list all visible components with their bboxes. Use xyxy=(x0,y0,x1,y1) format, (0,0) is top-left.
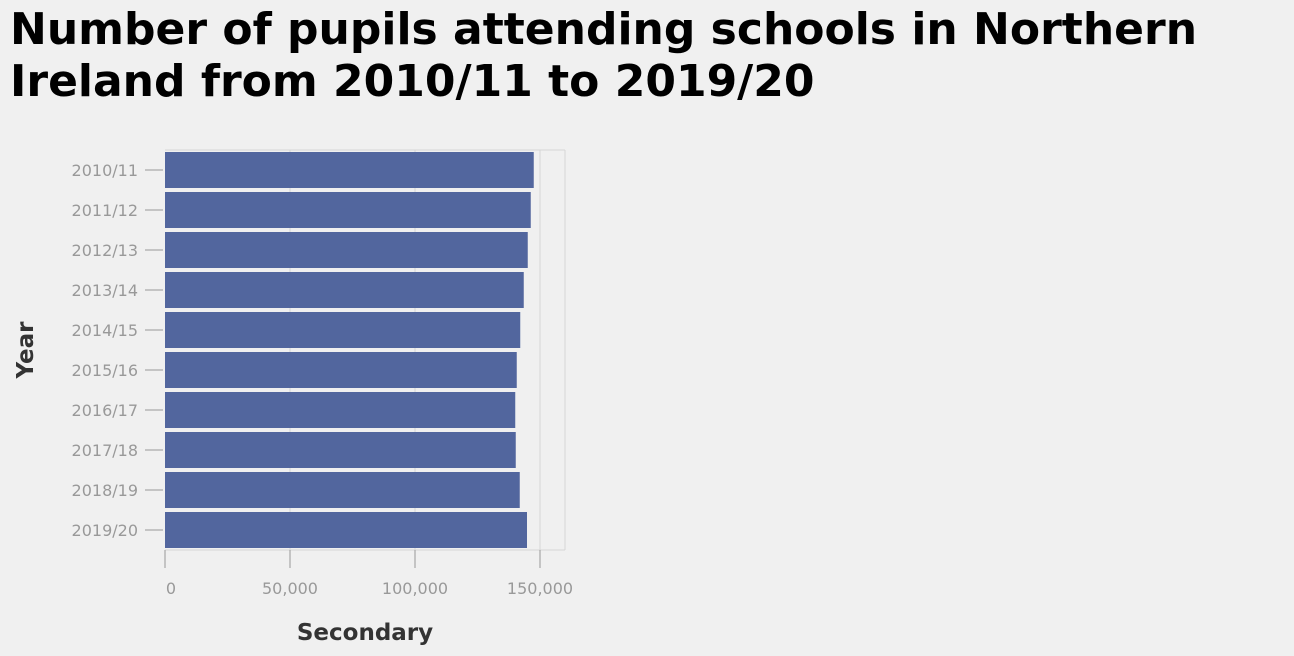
y-tick-label: 2013/14 xyxy=(72,281,138,300)
bar xyxy=(165,392,516,428)
y-tick-label: 2019/20 xyxy=(72,521,138,540)
x-tick-label: 50,000 xyxy=(262,579,318,598)
bar xyxy=(165,312,521,348)
y-tick-label: 2012/13 xyxy=(72,241,138,260)
bar xyxy=(165,432,516,468)
bar xyxy=(165,232,528,268)
y-tick-label: 2014/15 xyxy=(72,321,138,340)
y-tick-label: 2018/19 xyxy=(72,481,138,500)
bar xyxy=(165,352,517,388)
bar xyxy=(165,512,527,548)
bar xyxy=(165,272,524,308)
x-tick-label: 150,000 xyxy=(507,579,573,598)
bars xyxy=(165,152,534,548)
bar xyxy=(165,152,534,188)
x-tick-label: 100,000 xyxy=(382,579,448,598)
y-tick-label: 2017/18 xyxy=(72,441,138,460)
y-tick-label: 2011/12 xyxy=(72,201,138,220)
bar xyxy=(165,192,531,228)
bar xyxy=(165,472,520,508)
y-axis-title: Year xyxy=(13,321,39,380)
y-tick-label: 2016/17 xyxy=(72,401,138,420)
y-tick-label: 2015/16 xyxy=(72,361,138,380)
x-axis-ticks: 0 50,000 100,000 150,000 xyxy=(164,550,573,598)
x-tick-label: 0 xyxy=(166,579,176,598)
x-axis-title: Secondary xyxy=(297,620,433,646)
y-axis-ticks: 2010/11 2011/12 2012/13 2013/14 2014/15 2015/… xyxy=(72,161,163,540)
y-tick-label: 2010/11 xyxy=(72,161,138,180)
chart-title: Number of pupils attending schools in No… xyxy=(10,4,1198,107)
